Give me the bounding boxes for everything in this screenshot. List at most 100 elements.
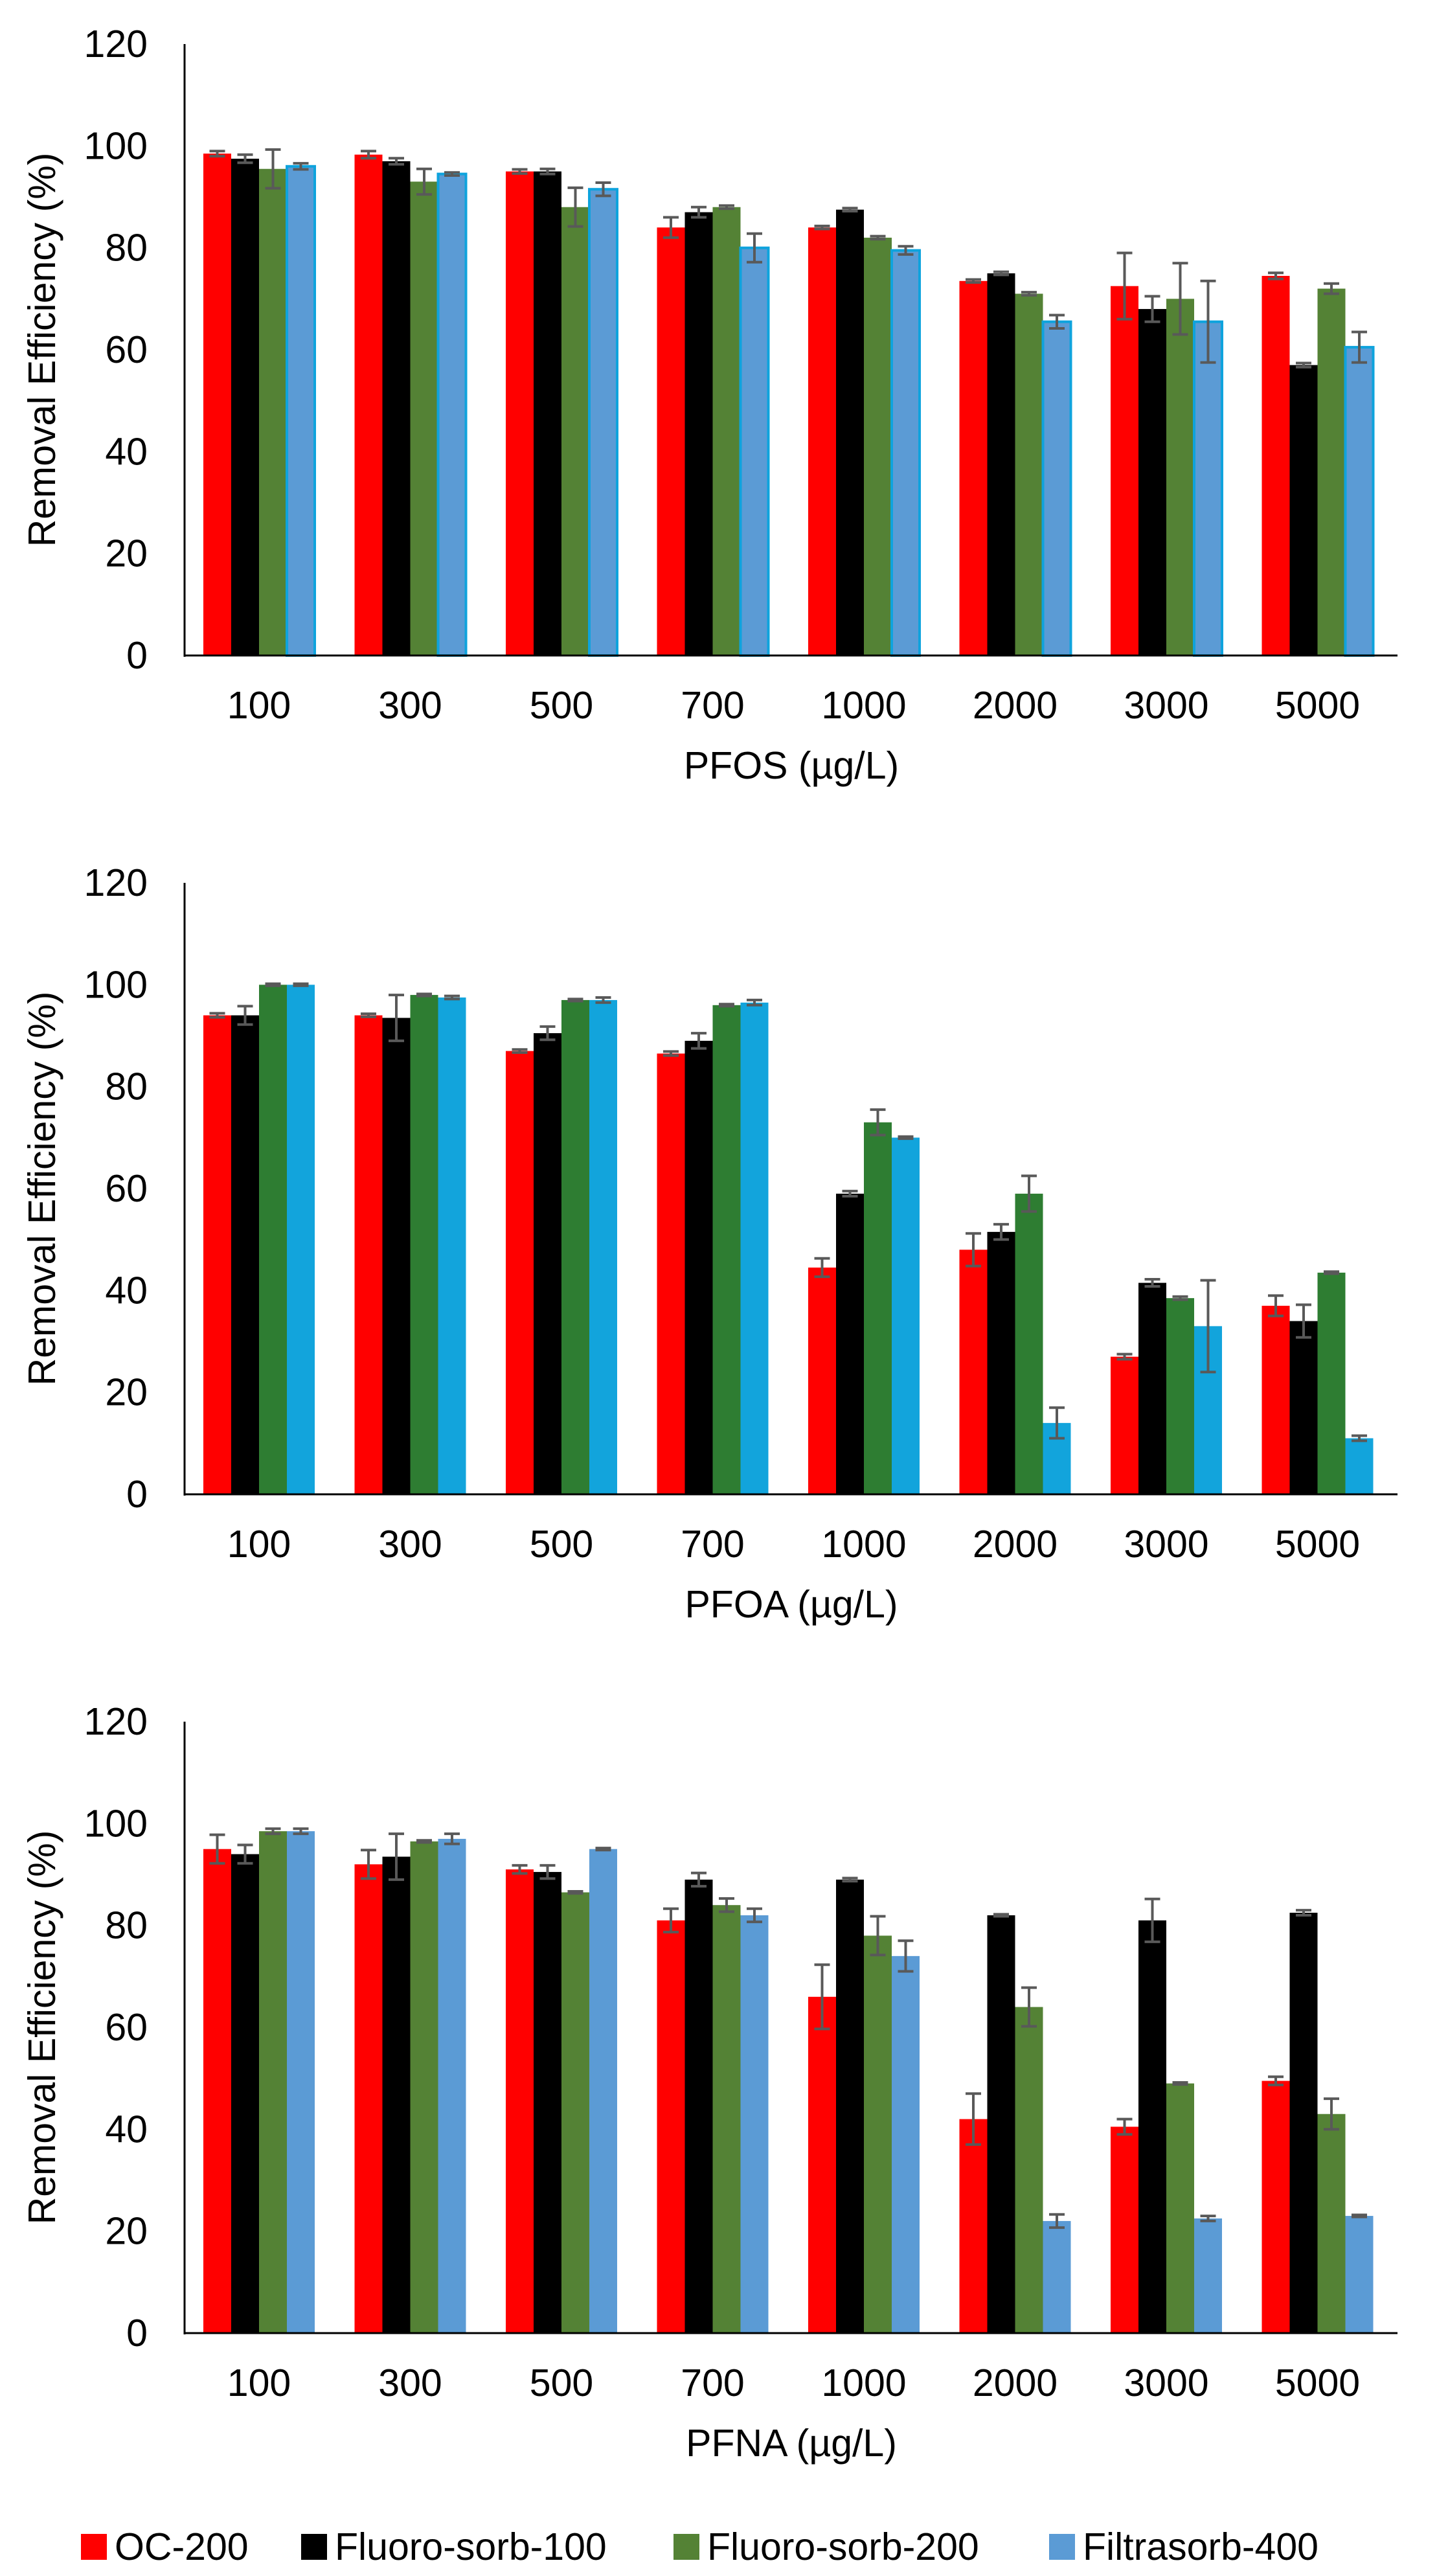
error-bar-filtrasorb-400-5000 <box>1352 1434 1367 1442</box>
bar-fluoro-sorb-200-2000 <box>1015 2007 1043 2333</box>
legend-item-fluoro-sorb-100: Fluoro-sorb-100 <box>301 2525 607 2568</box>
bar-fluoro-sorb-100-5000 <box>1289 1913 1318 2333</box>
error-bar-oc-200-300 <box>361 1849 376 1880</box>
x-tick-label: 500 <box>530 684 593 727</box>
error-bar-fluoro-sorb-100-500 <box>539 167 556 176</box>
bar-fluoro-sorb-100-700 <box>685 1879 713 2333</box>
x-axis-title: PFOS (µg/L) <box>684 744 899 787</box>
bar-oc-200-700 <box>657 1920 685 2333</box>
bar-fluoro-sorb-200-500 <box>561 207 589 655</box>
error-bar-filtrasorb-400-3000 <box>1200 1279 1216 1374</box>
error-bar-oc-200-1000 <box>814 1257 830 1279</box>
error-bar-fluoro-sorb-100-1000 <box>842 1189 858 1198</box>
legend-label-fluoro-sorb-100: Fluoro-sorb-100 <box>335 2525 607 2568</box>
error-bar-filtrasorb-400-3000 <box>1200 2215 1216 2222</box>
error-bar-fluoro-sorb-100-500 <box>539 1864 556 1880</box>
error-bar-filtrasorb-400-5000 <box>1352 330 1367 364</box>
legend-item-filtrasorb-400: Filtrasorb-400 <box>1049 2525 1318 2568</box>
error-bar-filtrasorb-400-300 <box>444 994 460 1001</box>
bar-fluoro-sorb-200-2000 <box>1015 293 1043 655</box>
y-tick-label: 60 <box>105 328 148 371</box>
y-tick-label: 0 <box>126 2312 148 2354</box>
x-tick-label: 5000 <box>1275 684 1360 727</box>
bar-fluoro-sorb-100-500 <box>534 1033 561 1494</box>
error-bar-fluoro-sorb-200-300 <box>416 992 432 997</box>
error-bar-fluoro-sorb-100-100 <box>237 153 253 165</box>
error-bar-fluoro-sorb-200-2000 <box>1021 1174 1037 1213</box>
chart-pfna: 0 20 40 60 80 100 120 100 300 500 700 1000 2000 3000 5… <box>21 1700 1397 2465</box>
bar-fluoro-sorb-200-100 <box>259 168 287 655</box>
error-bar-fluoro-sorb-200-2000 <box>1021 1986 1037 2028</box>
bar-fluoro-sorb-200-300 <box>410 181 438 655</box>
bar-filtrasorb-400-3000 <box>1193 320 1223 657</box>
bar-fluoro-sorb-200-100 <box>259 1831 287 2333</box>
legend-swatch-filtrasorb-400 <box>1049 2534 1075 2560</box>
x-axis-title: PFOA (µg/L) <box>685 1583 898 1626</box>
error-bar-filtrasorb-400-700 <box>747 998 762 1007</box>
error-bar-filtrasorb-400-5000 <box>1352 2213 1367 2218</box>
error-bar-fluoro-sorb-200-700 <box>719 1003 734 1008</box>
bar-fluoro-sorb-100-100 <box>231 1015 259 1494</box>
error-bar-fluoro-sorb-100-5000 <box>1296 361 1311 369</box>
y-tick-label: 60 <box>105 1167 148 1210</box>
error-bar-oc-200-500 <box>512 1048 528 1054</box>
bar-fluoro-sorb-100-3000 <box>1138 1282 1166 1494</box>
bar-oc-200-3000 <box>1111 286 1138 656</box>
bar-filtrasorb-400-500 <box>589 999 617 1494</box>
y-axis-title: Removal Efficiency (%) <box>21 1830 63 2225</box>
x-tick-label: 300 <box>378 2362 442 2404</box>
x-tick-label: 5000 <box>1275 2362 1360 2404</box>
x-tick-label: 500 <box>530 1523 593 1566</box>
x-tick-label: 700 <box>681 1523 744 1566</box>
error-bar-fluoro-sorb-200-1000 <box>870 234 886 241</box>
legend-label-fluoro-sorb-200: Fluoro-sorb-200 <box>707 2525 979 2568</box>
y-axis-title: Removal Efficiency (%) <box>21 992 63 1386</box>
bar-fluoro-sorb-200-1000 <box>864 1935 892 2333</box>
x-axis-title: PFNA (µg/L) <box>686 2422 897 2465</box>
bar-filtrasorb-400-300 <box>436 172 468 657</box>
error-bar-fluoro-sorb-100-300 <box>389 1832 404 1881</box>
x-tick-label: 300 <box>378 684 442 727</box>
bar-filtrasorb-400-700 <box>740 1002 769 1494</box>
error-bar-filtrasorb-400-300 <box>444 1832 460 1845</box>
bar-fluoro-sorb-100-5000 <box>1289 365 1318 655</box>
bar-fluoro-sorb-200-5000 <box>1317 288 1346 656</box>
bar-oc-200-3000 <box>1111 1356 1138 1494</box>
error-bar-fluoro-sorb-100-5000 <box>1296 1303 1311 1339</box>
legend-swatch-fluoro-sorb-100 <box>301 2534 327 2560</box>
error-bar-fluoro-sorb-200-300 <box>416 167 432 196</box>
y-tick-label: 120 <box>84 23 148 65</box>
legend-label-filtrasorb-400: Filtrasorb-400 <box>1083 2525 1318 2568</box>
error-bar-fluoro-sorb-200-100 <box>265 148 281 190</box>
bar-oc-200-100 <box>203 1015 231 1494</box>
bar-oc-200-5000 <box>1262 275 1290 655</box>
error-bar-fluoro-sorb-100-1000 <box>842 1876 858 1883</box>
legend-item-fluoro-sorb-200: Fluoro-sorb-200 <box>673 2525 979 2568</box>
error-bar-oc-200-3000 <box>1116 1352 1133 1361</box>
error-bar-fluoro-sorb-100-100 <box>237 1005 253 1026</box>
error-bar-fluoro-sorb-200-3000 <box>1172 1295 1188 1301</box>
error-bar-filtrasorb-400-100 <box>293 162 309 171</box>
error-bar-fluoro-sorb-100-3000 <box>1144 1278 1160 1288</box>
bar-fluoro-sorb-100-300 <box>382 161 411 655</box>
bar-oc-200-100 <box>203 1849 231 2333</box>
y-tick-label: 100 <box>84 124 148 167</box>
bar-filtrasorb-400-2000 <box>1043 2220 1071 2333</box>
y-tick-label: 40 <box>105 1269 148 1312</box>
error-bar-oc-200-2000 <box>966 2092 981 2146</box>
bar-fluoro-sorb-100-2000 <box>987 273 1015 655</box>
error-bar-filtrasorb-400-2000 <box>1049 2213 1065 2229</box>
y-tick-label: 60 <box>105 2006 148 2049</box>
bar-fluoro-sorb-200-100 <box>259 985 287 1494</box>
error-bar-fluoro-sorb-100-1000 <box>842 207 858 213</box>
error-bar-fluoro-sorb-100-5000 <box>1296 1909 1311 1917</box>
bar-filtrasorb-400-1000 <box>892 1955 920 2333</box>
error-bar-fluoro-sorb-100-500 <box>539 1025 556 1042</box>
bar-filtrasorb-400-3000 <box>1194 2218 1222 2333</box>
x-tick-label: 1000 <box>821 2362 906 2404</box>
x-tick-label: 2000 <box>973 2362 1058 2404</box>
x-tick-label: 100 <box>227 1523 291 1566</box>
bar-fluoro-sorb-200-3000 <box>1166 1298 1194 1494</box>
bar-filtrasorb-400-5000 <box>1345 2216 1374 2333</box>
bar-fluoro-sorb-200-300 <box>410 995 438 1494</box>
